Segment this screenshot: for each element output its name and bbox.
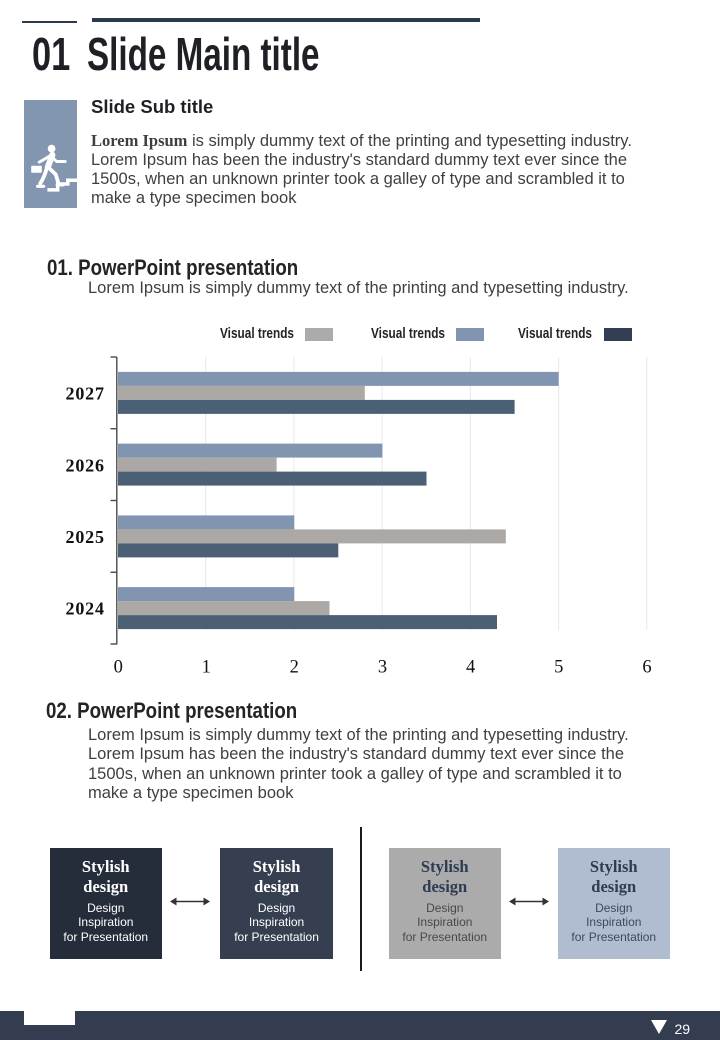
- svg-text:1: 1: [202, 658, 211, 678]
- svg-text:6: 6: [642, 658, 651, 678]
- svg-text:2027: 2027: [66, 384, 105, 404]
- svg-text:3: 3: [378, 658, 387, 678]
- svg-text:5: 5: [554, 658, 563, 678]
- svg-text:0: 0: [114, 658, 123, 678]
- svg-text:2024: 2024: [66, 599, 105, 619]
- svg-text:4: 4: [466, 658, 475, 678]
- svg-text:2026: 2026: [66, 455, 105, 475]
- svg-text:2025: 2025: [66, 527, 105, 547]
- svg-text:2: 2: [290, 658, 299, 678]
